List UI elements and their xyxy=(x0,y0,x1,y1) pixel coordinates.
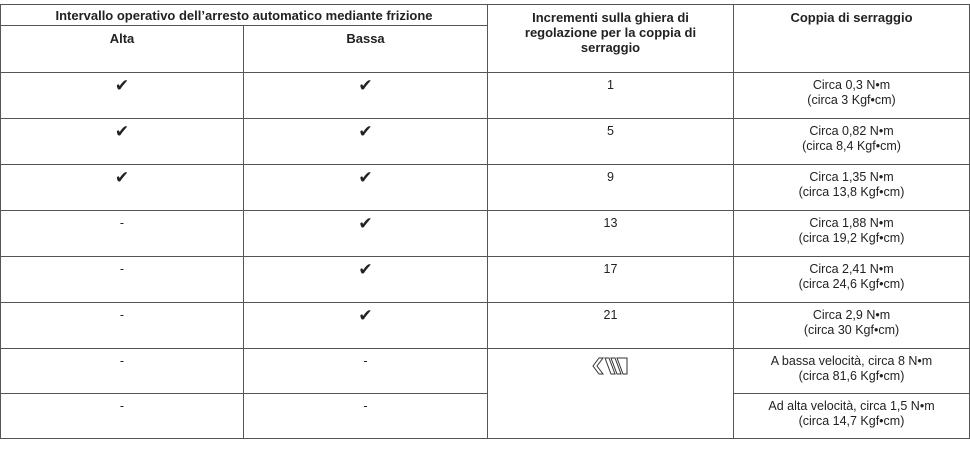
cell-increment: 13 xyxy=(487,210,734,257)
cell-bassa: ✔ xyxy=(243,164,488,211)
cell-alta: - xyxy=(0,302,244,349)
table-row: - ✔ 21 Circa 2,9 N•m (circa 30 Kgf•cm) xyxy=(0,302,970,349)
torque-line: A bassa velocità, circa 8 N•m xyxy=(770,354,933,368)
torque-line: Circa 1,88 N•m xyxy=(809,216,894,230)
cell-torque: Circa 2,41 N•m (circa 24,6 Kgf•cm) xyxy=(733,256,970,303)
table-row: -- A bassa velocità, circa 8 N•m (circa 81… xyxy=(0,348,970,439)
table-row: - ✔ 17 Circa 2,41 N•m (circa 24,6 Kgf•cm) xyxy=(0,256,970,303)
cell-increment: 5 xyxy=(487,118,734,165)
cell-alta: - xyxy=(0,256,244,303)
speed-icon xyxy=(591,357,627,375)
cell-torque: A bassa velocità, circa 8 N•m (circa 81,6… xyxy=(733,348,970,394)
torque-line: Circa 0,82 N•m xyxy=(809,124,894,138)
torque-line: (circa 30 Kgf•cm) xyxy=(803,323,900,337)
cell-alta: - xyxy=(0,210,244,257)
page: Intervallo operativo dell’arresto automa… xyxy=(0,4,970,458)
cell-increment: 17 xyxy=(487,256,734,303)
cell-torque: Circa 0,82 N•m (circa 8,4 Kgf•cm) xyxy=(733,118,970,165)
cell-bassa: ✔ xyxy=(243,256,488,303)
cell-increment-icon xyxy=(487,348,734,439)
torque-line: Circa 1,35 N•m xyxy=(809,170,894,184)
header-alta: Alta xyxy=(0,25,244,73)
torque-line: (circa 3 Kgf•cm) xyxy=(807,93,896,107)
table-row: - ✔ 13 Circa 1,88 N•m (circa 19,2 Kgf•cm) xyxy=(0,210,970,257)
cell-bassa: ✔ xyxy=(243,302,488,349)
cell-alta: - xyxy=(0,348,244,394)
cell-torque: Circa 1,88 N•m (circa 19,2 Kgf•cm) xyxy=(733,210,970,257)
cell-bassa: - xyxy=(243,393,488,439)
header-bassa: Bassa xyxy=(243,25,488,73)
torque-line: (circa 81,6 Kgf•cm) xyxy=(798,369,905,383)
header-torque: Coppia di serraggio xyxy=(733,4,970,73)
table-row: - - Ad alta velocità, circa 1,5 N•m (circa … xyxy=(0,393,970,439)
torque-line: (circa 19,2 Kgf•cm) xyxy=(798,231,905,245)
torque-line: Circa 2,9 N•m xyxy=(812,308,891,322)
cell-torque: Circa 2,9 N•m (circa 30 Kgf•cm) xyxy=(733,302,970,349)
torque-line: (circa 8,4 Kgf•cm) xyxy=(802,139,901,153)
torque-line: Circa 0,3 N•m xyxy=(812,78,891,92)
header-increment: Incrementi sulla ghiera di regolazione p… xyxy=(487,4,734,73)
cell-bassa: ✔ xyxy=(243,118,488,165)
header-group: Intervallo operativo dell’arresto automa… xyxy=(0,4,488,26)
cell-alta: ✔ xyxy=(0,118,244,165)
cell-increment: 9 xyxy=(487,164,734,211)
cell-alta: - xyxy=(0,393,244,439)
table-row: ✔ ✔ 1 Circa 0,3 N•m (circa 3 Kgf•cm) xyxy=(0,72,970,119)
cell-increment: 1 xyxy=(487,72,734,119)
cell-torque: Circa 1,35 N•m (circa 13,8 Kgf•cm) xyxy=(733,164,970,211)
table-row: ✔ ✔ 9 Circa 1,35 N•m (circa 13,8 Kgf•cm) xyxy=(0,164,970,211)
cell-bassa: - xyxy=(243,348,488,394)
torque-table: Intervallo operativo dell’arresto automa… xyxy=(0,4,970,439)
cell-bassa: ✔ xyxy=(243,72,488,119)
table-row: ✔ ✔ 5 Circa 0,82 N•m (circa 8,4 Kgf•cm) xyxy=(0,118,970,165)
torque-line: Ad alta velocità, circa 1,5 N•m xyxy=(768,399,935,413)
cell-increment: 21 xyxy=(487,302,734,349)
cell-torque: Circa 0,3 N•m (circa 3 Kgf•cm) xyxy=(733,72,970,119)
cell-torque: Ad alta velocità, circa 1,5 N•m (circa 14… xyxy=(733,393,970,439)
torque-line: (circa 24,6 Kgf•cm) xyxy=(798,277,905,291)
cell-alta: ✔ xyxy=(0,164,244,211)
torque-line: (circa 14,7 Kgf•cm) xyxy=(798,414,905,428)
torque-line: (circa 13,8 Kgf•cm) xyxy=(798,185,905,199)
torque-line: Circa 2,41 N•m xyxy=(809,262,894,276)
cell-alta: ✔ xyxy=(0,72,244,119)
cell-bassa: ✔ xyxy=(243,210,488,257)
table-body: ✔ ✔ 1 Circa 0,3 N•m (circa 3 Kgf•cm) ✔ ✔ 5 Circa… xyxy=(0,72,970,439)
